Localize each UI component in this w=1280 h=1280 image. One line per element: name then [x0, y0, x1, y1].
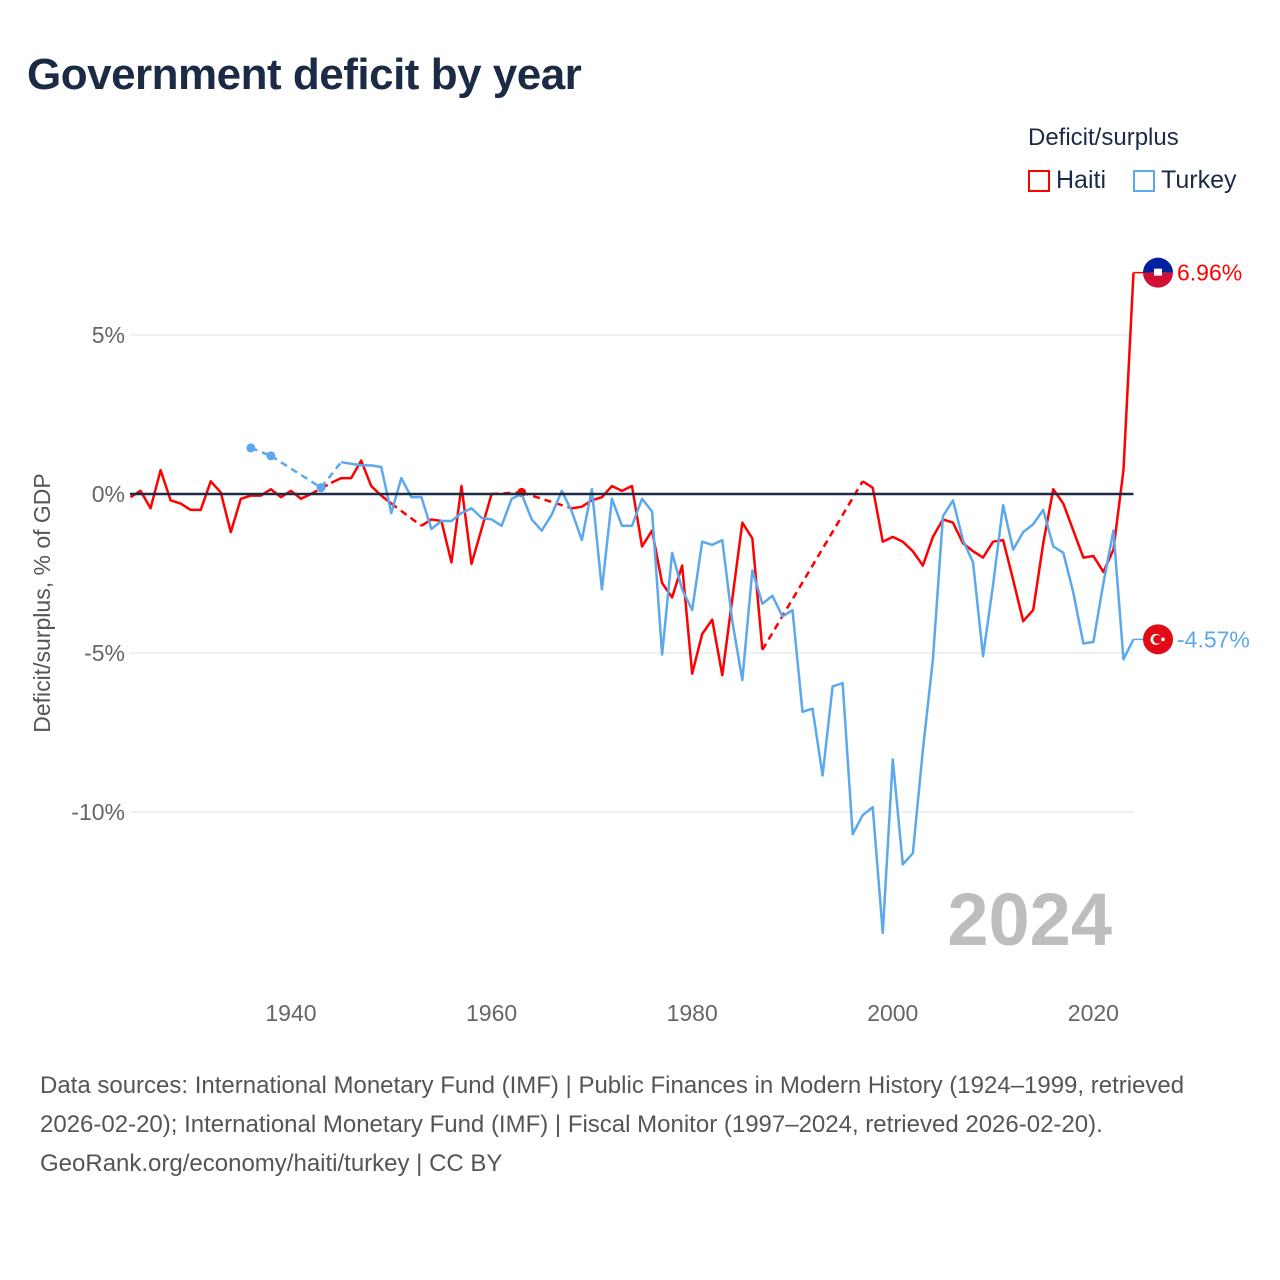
y-tick-label: 5%: [92, 322, 125, 348]
series-line-segment: [340, 460, 1135, 935]
turkey-flag-icon: [1143, 624, 1173, 655]
y-tick-label: -5%: [84, 640, 125, 666]
legend-label-haiti: Haiti: [1056, 166, 1107, 194]
data-sources: Data sources: International Monetary Fun…: [40, 1072, 1185, 1138]
series-line-segment: [330, 459, 393, 505]
y-axis-title: Deficit/surplus, % of GDP: [29, 473, 55, 732]
flag-emblem: [1154, 268, 1162, 276]
flag-bottom-half: [1143, 272, 1173, 288]
end-value-label: 6.96%: [1177, 260, 1242, 286]
series-turkey: -4.57%: [246, 443, 1250, 935]
gap-connector: [310, 481, 332, 496]
y-tick-label: 0%: [92, 481, 125, 507]
chart-title: Government deficit by year: [27, 50, 582, 99]
credit-link[interactable]: GeoRank.org/economy/haiti/turkey | CC BY: [40, 1150, 503, 1177]
legend-item-haiti[interactable]: Haiti: [1028, 166, 1106, 195]
x-tick-label: 2020: [1068, 1000, 1119, 1026]
line-chart: 5% 0% -5% -10% 1940 1960 1980 2000 2020 2024 6.9…: [29, 257, 1250, 1026]
gap-connector: [761, 480, 864, 651]
legend-item-turkey[interactable]: Turkey: [1133, 166, 1236, 195]
legend-swatch-haiti: [1028, 169, 1050, 192]
legend-title: Deficit/surplus: [1028, 124, 1179, 151]
end-value-label: -4.57%: [1177, 626, 1250, 652]
flag-crescent-inner: [1153, 635, 1162, 644]
flag-top-half: [1143, 257, 1173, 273]
series-haiti: 6.96%: [129, 257, 1242, 677]
x-tick-label: 1940: [265, 1000, 316, 1026]
series-line-segment: [862, 272, 1135, 623]
gap-connector: [390, 502, 423, 527]
gap-connector: [521, 491, 573, 510]
gap-connector: [320, 461, 343, 489]
legend-label-turkey: Turkey: [1161, 166, 1237, 194]
series-line-segment: [129, 468, 312, 534]
x-tick-label: 1980: [667, 1000, 718, 1026]
haiti-flag-icon: [1143, 257, 1173, 288]
x-tick-label: 1960: [466, 1000, 517, 1026]
legend-swatch-turkey: [1133, 169, 1155, 192]
gap-connector: [270, 454, 322, 489]
series-line-segment: [420, 484, 493, 566]
x-tick-label: 2000: [867, 1000, 918, 1026]
year-label: 2024: [947, 878, 1112, 961]
flag-star: [1161, 637, 1165, 642]
y-tick-label: -10%: [71, 799, 125, 825]
footer: Data sources: International Monetary Fun…: [40, 1066, 1240, 1183]
